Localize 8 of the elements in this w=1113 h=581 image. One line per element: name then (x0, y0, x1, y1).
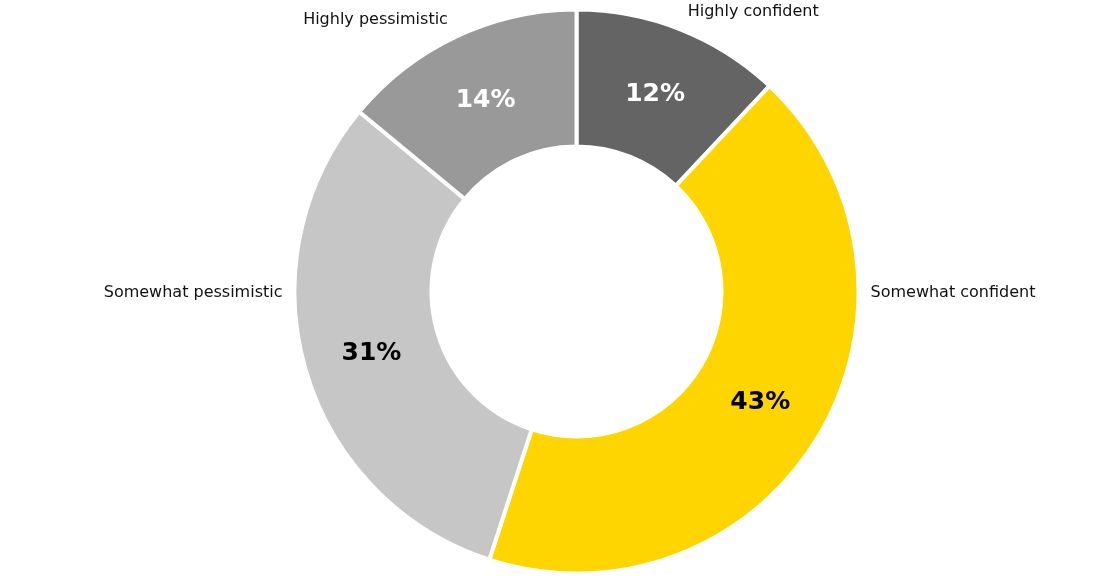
data-label: 12% (625, 78, 686, 108)
data-label: 31% (341, 336, 402, 366)
slice-label: Highly confident (687, 1, 819, 21)
slice-label: Highly pessimistic (303, 8, 448, 28)
data-label: 14% (455, 83, 516, 113)
slice-label: Somewhat pessimistic (103, 282, 283, 301)
data-label: 43% (730, 385, 791, 415)
slice-label: Somewhat confident (870, 282, 1036, 301)
